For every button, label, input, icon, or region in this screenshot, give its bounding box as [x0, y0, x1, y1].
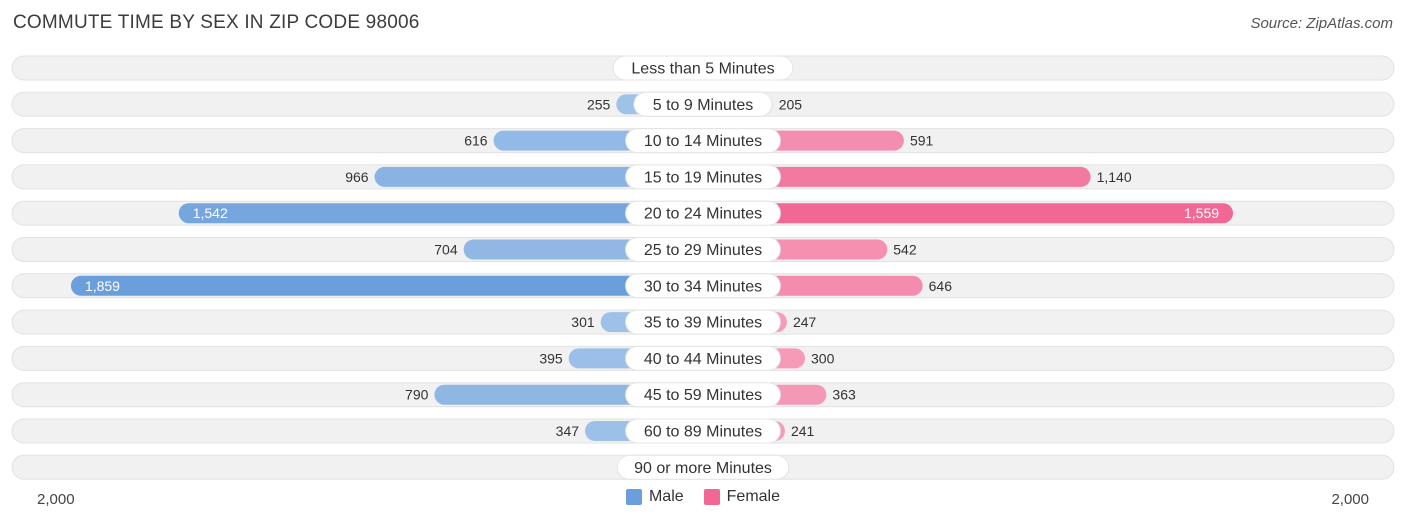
category-pill	[625, 128, 781, 154]
legend-label-female: Female	[726, 488, 781, 505]
value-label-male: 395	[539, 350, 563, 366]
bar-row: 1516990 or more Minutes	[11, 454, 1395, 480]
value-label-female: 363	[832, 387, 856, 403]
category-pill	[625, 200, 781, 226]
category-label: 10 to 14 Minutes	[644, 133, 762, 150]
category-label: 30 to 34 Minutes	[644, 278, 762, 295]
axis-label-left: 2,000	[37, 491, 75, 508]
value-label-female: 300	[811, 350, 835, 366]
category-pill	[633, 91, 773, 117]
bar-row: 790 363 45 to 59 Minutes	[11, 382, 1395, 408]
legend-item-male: Male	[625, 488, 684, 506]
value-label-female: 591	[910, 133, 934, 149]
category-label: 90 or more Minutes	[634, 460, 772, 477]
value-label-male: 347	[556, 423, 580, 439]
legend-item-female: Female	[703, 488, 781, 506]
value-label-female: 1,559	[1184, 205, 1219, 221]
value-label-female: 646	[929, 278, 953, 294]
category-label: 40 to 44 Minutes	[644, 351, 762, 368]
bar-row: 301 247 35 to 39 Minutes	[11, 309, 1395, 335]
value-label-male: 790	[405, 387, 429, 403]
category-pill	[625, 273, 781, 299]
bar-row: 255 205 5 to 9 Minutes	[11, 91, 1395, 117]
category-pill	[625, 237, 781, 262]
bar-male	[70, 275, 703, 296]
value-label-male: 704	[434, 242, 458, 258]
category-label: Less than 5 Minutes	[631, 61, 774, 78]
value-label-male: 255	[587, 96, 611, 112]
legend: Male Female	[0, 488, 1406, 506]
source-label: Source: ZipAtlas.com	[1250, 15, 1393, 32]
legend-label-male: Male	[648, 488, 684, 505]
value-label-female: 241	[791, 423, 815, 439]
value-label-female: 1,140	[1097, 169, 1132, 185]
category-label: 25 to 29 Minutes	[644, 242, 762, 259]
axis-label-right: 2,000	[1331, 491, 1369, 508]
value-label-female: 542	[893, 242, 917, 258]
bar-row: 704 542 25 to 29 Minutes	[11, 237, 1395, 262]
bar-row: 616 591 10 to 14 Minutes	[11, 128, 1395, 154]
category-label: 35 to 39 Minutes	[644, 315, 762, 332]
bar-row: 1,542 1,559 20 to 24 Minutes	[11, 200, 1395, 226]
category-label: 45 to 59 Minutes	[644, 387, 762, 404]
bar-row: 347 241 60 to 89 Minutes	[11, 418, 1395, 444]
bar-row: 966 1,140 15 to 19 Minutes	[11, 164, 1395, 190]
value-label-male: 966	[345, 169, 369, 185]
value-label-male: 301	[571, 314, 595, 330]
category-label: 5 to 9 Minutes	[653, 97, 754, 114]
category-pill	[625, 164, 781, 190]
bar-male	[374, 166, 703, 187]
category-pill	[625, 418, 781, 444]
bar-male	[178, 203, 704, 224]
chart-title: COMMUTE TIME BY SEX IN ZIP CODE 98006	[13, 12, 420, 33]
value-label-male: 1,859	[85, 278, 120, 294]
value-label-male: 616	[464, 133, 488, 149]
category-pill	[625, 382, 781, 408]
category-label: 15 to 19 Minutes	[644, 169, 762, 186]
bar-female	[703, 166, 1091, 187]
category-label: 20 to 24 Minutes	[644, 206, 762, 223]
category-pill	[625, 345, 781, 371]
bar-row: 3854Less than 5 Minutes	[11, 55, 1395, 81]
bar-row: 395 300 40 to 44 Minutes	[11, 345, 1395, 371]
category-label: 60 to 89 Minutes	[644, 424, 762, 441]
legend-swatch-male	[625, 489, 642, 505]
category-pill	[612, 55, 794, 81]
bar-female	[703, 203, 1234, 224]
value-label-female: 247	[793, 314, 817, 330]
value-label-female: 205	[779, 96, 803, 112]
legend-swatch-female	[703, 489, 720, 505]
category-pill	[625, 309, 781, 335]
category-pill	[616, 454, 790, 480]
value-label-male: 1,542	[193, 205, 228, 221]
bar-row: 1,859 646 30 to 34 Minutes	[11, 273, 1395, 299]
